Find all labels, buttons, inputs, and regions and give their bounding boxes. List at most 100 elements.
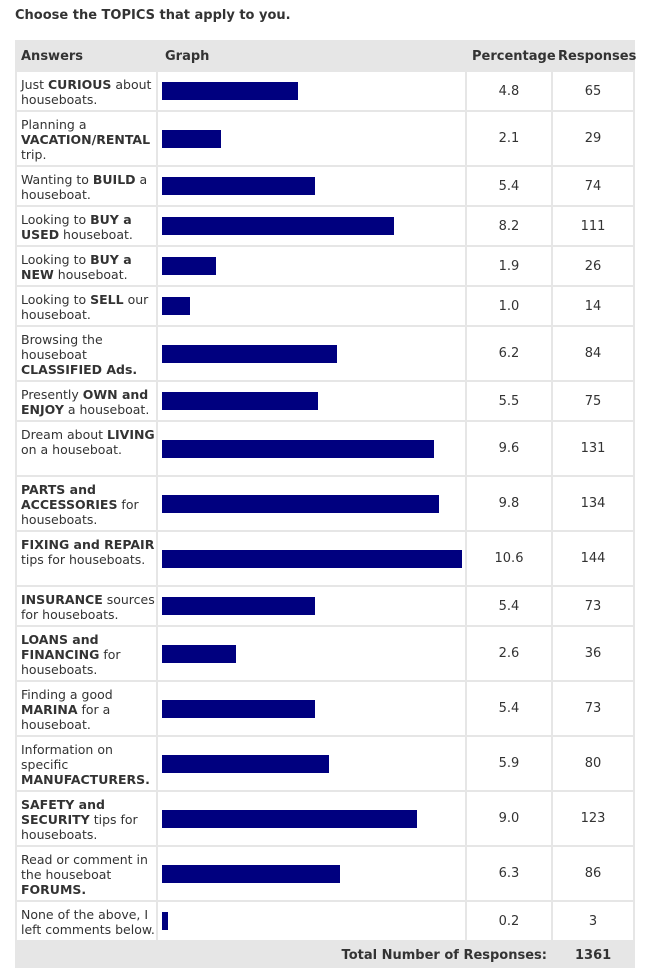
header-answers: Answers [21,49,84,64]
percentage-value: 5.4 [467,682,551,735]
responses-value: 134 [553,477,633,530]
graph-cell [158,587,465,625]
responses-value: 123 [553,792,633,845]
table-row: SAFETY and SECURITY tips for houseboats.… [15,792,635,845]
total-value: 1361 [575,948,612,963]
percentage-value: 2.6 [467,627,551,680]
responses-value: 36 [553,627,633,680]
answer-label-bold: FIXING and REPAIR [21,537,155,552]
graph-cell [158,207,465,245]
answer-label-text: Looking to [21,292,91,307]
answer-label-text: a houseboat. [63,402,150,417]
answer-label-bold: BUILD [92,172,136,187]
answer-label-text: tips for houseboats. [21,812,138,842]
responses-value: 73 [553,682,633,735]
graph-cell [158,737,465,790]
responses-value: 3 [553,902,633,940]
bar [162,494,439,513]
responses-value: 86 [553,847,633,900]
answer-label-text: None of the above, I left comments below… [21,907,155,937]
bar [162,699,315,718]
answer-label: INSURANCE sources for houseboats. [17,587,156,625]
bar [162,129,221,148]
header-percentage: Percentage [472,49,556,64]
responses-value: 75 [553,382,633,420]
question-title: Choose the TOPICS that apply to you. [15,8,291,23]
percentage-value: 0.2 [467,902,551,940]
answer-label-bold: OWN and ENJOY [21,387,149,417]
answer-label-text: our houseboat. [21,292,149,322]
table-row: Information on specific MANUFACTURERS. 5.… [15,737,635,790]
answer-label: Presently OWN and ENJOY a houseboat. [17,382,156,420]
bar [162,177,315,195]
answer-label-text: for a houseboat. [21,702,111,732]
answer-label-text: Finding a good [21,687,113,702]
answer-label-text: Presently [21,387,83,402]
total-label: Total Number of Responses: [341,948,547,963]
responses-value: 29 [553,112,633,165]
answer-label: None of the above, I left comments below… [17,902,156,940]
percentage-value: 6.3 [467,847,551,900]
percentage-value: 2.1 [467,112,551,165]
percentage-value: 4.8 [467,72,551,110]
answer-label: Looking to SELL our houseboat. [17,287,156,325]
table-row: FIXING and REPAIR tips for houseboats. 10… [15,532,635,585]
answer-label-text: Dream about [21,427,108,442]
answer-label: Finding a good MARINA for a houseboat. [17,682,156,735]
answer-label-text: about houseboats. [21,77,152,107]
answer-label: Read or comment in the houseboat FORUMS. [17,847,156,900]
table-header: Answers Graph Percentage Responses [15,40,636,72]
table-row: PARTS and ACCESSORIES for houseboats. 9.8… [15,477,635,530]
answer-label: Looking to BUY a USED houseboat. [17,207,156,245]
answer-label-text: tips for houseboats. [21,552,146,567]
bar [162,809,417,828]
bar [162,549,462,568]
answer-label-bold: LOANS and FINANCING [21,632,100,662]
answer-label-bold: LIVING [107,427,155,442]
bar [162,597,315,615]
answer-label: PARTS and ACCESSORIES for houseboats. [17,477,156,530]
answer-label-bold: VACATION/RENTAL [21,132,151,147]
answer-label: Just CURIOUS about houseboats. [17,72,156,110]
graph-cell [158,247,465,285]
percentage-value: 5.5 [467,382,551,420]
responses-value: 74 [553,167,633,205]
graph-cell [158,382,465,420]
table-row: INSURANCE sources for houseboats. 5.4 73 [15,587,635,625]
answer-label-bold: INSURANCE [21,592,103,607]
table-row: Looking to SELL our houseboat. 1.0 14 [15,287,635,325]
table-row: Looking to BUY a NEW houseboat. 1.9 26 [15,247,635,285]
answer-label-bold: PARTS and ACCESSORIES [21,482,118,512]
percentage-value: 5.4 [467,587,551,625]
percentage-value: 9.0 [467,792,551,845]
answer-label: Wanting to BUILD a houseboat. [17,167,156,205]
answer-label-text: Read or comment in the houseboat [21,852,148,882]
answer-label: LOANS and FINANCING for houseboats. [17,627,156,680]
answer-label: Dream about LIVING on a houseboat. [17,422,156,475]
bar [162,912,168,930]
responses-value: 131 [553,422,633,475]
bar [162,864,340,883]
graph-cell [158,682,465,735]
answer-label: Information on specific MANUFACTURERS. [17,737,156,790]
answer-label-bold: BUY a NEW [21,252,132,282]
answer-label-text: Just [21,77,48,92]
responses-value: 14 [553,287,633,325]
answer-label: FIXING and REPAIR tips for houseboats. [17,532,156,585]
table-row: Finding a good MARINA for a houseboat. 5.… [15,682,635,735]
poll-results-table: Answers Graph Percentage Responses Just … [15,40,636,968]
answer-label-text: Looking to [21,252,91,267]
percentage-value: 5.4 [467,167,551,205]
percentage-value: 9.8 [467,477,551,530]
graph-cell [158,422,465,475]
answer-label: Planning a VACATION/RENTAL trip. [17,112,156,165]
answer-label-bold: BUY a USED [21,212,132,242]
percentage-value: 8.2 [467,207,551,245]
answer-label-text: Looking to [21,212,91,227]
table-row: Looking to BUY a USED houseboat. 8.2 111 [15,207,635,245]
bar [162,392,318,410]
responses-value: 111 [553,207,633,245]
answer-label-text: Information on specific [21,742,113,772]
header-graph: Graph [165,49,210,64]
graph-cell [158,902,465,940]
